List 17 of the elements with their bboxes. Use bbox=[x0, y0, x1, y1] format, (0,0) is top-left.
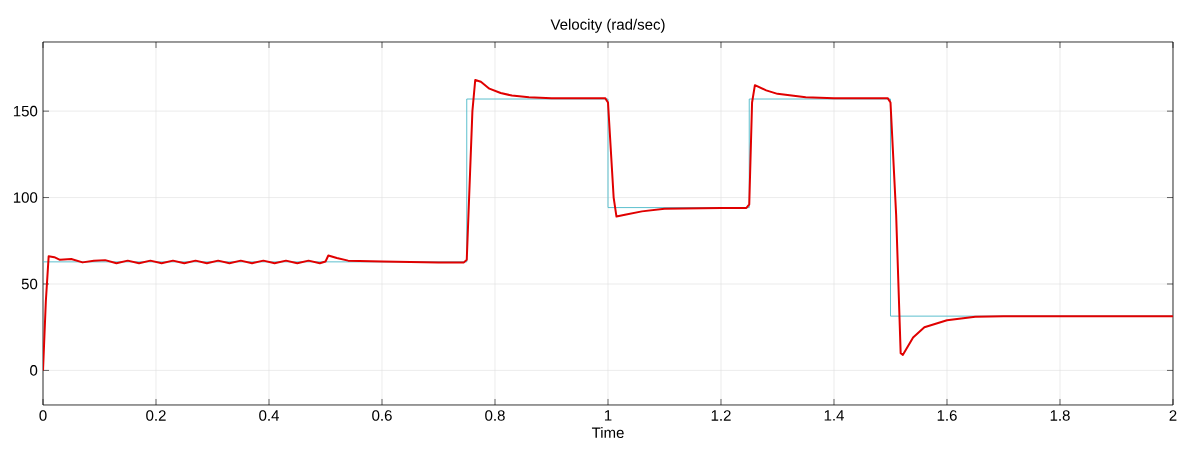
x-tick-label: 1 bbox=[604, 410, 612, 421]
y-tick-label: 0 bbox=[30, 365, 38, 376]
x-tick-label: 1.8 bbox=[1050, 410, 1070, 421]
y-tick-label: 150 bbox=[13, 105, 38, 117]
y-tick-label: 50 bbox=[21, 278, 38, 290]
x-tick-label: 0.6 bbox=[372, 410, 392, 421]
x-tick-label: 1.2 bbox=[711, 410, 731, 421]
y-tick-label: 100 bbox=[13, 192, 38, 203]
x-tick-label: 0.8 bbox=[485, 410, 505, 421]
x-tick-label: 2 bbox=[1169, 410, 1177, 421]
x-tick-label: 0.4 bbox=[259, 410, 279, 421]
x-tick-label: 0 bbox=[39, 410, 47, 421]
x-tick-label: 1.6 bbox=[937, 410, 957, 421]
chart-title: Velocity (rad/sec) bbox=[550, 18, 665, 33]
x-tick-label: 0.2 bbox=[146, 410, 166, 421]
x-tick-label: 1.4 bbox=[824, 410, 844, 421]
x-axis-title: Time bbox=[591, 427, 624, 439]
